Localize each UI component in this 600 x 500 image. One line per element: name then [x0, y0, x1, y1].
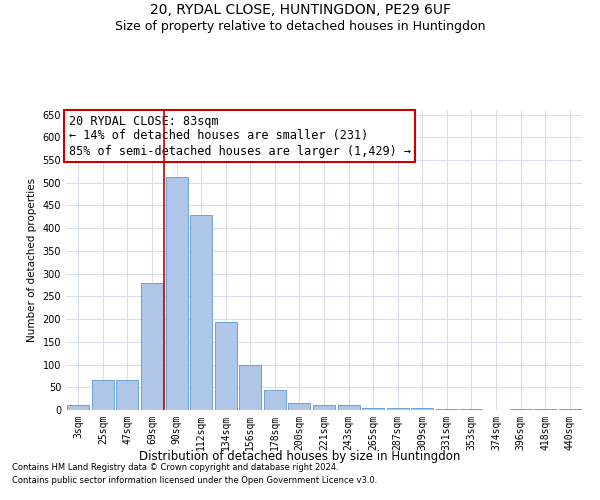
Bar: [239, 364, 262, 410]
Text: Distribution of detached houses by size in Huntingdon: Distribution of detached houses by size …: [139, 450, 461, 463]
Bar: [264, 390, 286, 410]
Bar: [215, 322, 237, 410]
Bar: [559, 408, 581, 410]
Bar: [362, 408, 384, 410]
Bar: [534, 408, 556, 410]
Bar: [141, 282, 163, 410]
Bar: [289, 403, 310, 410]
Text: 20, RYDAL CLOSE, HUNTINGDON, PE29 6UF: 20, RYDAL CLOSE, HUNTINGDON, PE29 6UF: [149, 2, 451, 16]
Bar: [190, 214, 212, 410]
Text: 20 RYDAL CLOSE: 83sqm
← 14% of detached houses are smaller (231)
85% of semi-det: 20 RYDAL CLOSE: 83sqm ← 14% of detached …: [68, 114, 410, 158]
Text: Contains HM Land Registry data © Crown copyright and database right 2024.: Contains HM Land Registry data © Crown c…: [12, 464, 338, 472]
Y-axis label: Number of detached properties: Number of detached properties: [27, 178, 37, 342]
Bar: [460, 408, 482, 410]
Bar: [313, 406, 335, 410]
Text: Size of property relative to detached houses in Huntingdon: Size of property relative to detached ho…: [115, 20, 485, 33]
Bar: [166, 177, 188, 410]
Bar: [411, 408, 433, 410]
Bar: [338, 406, 359, 410]
Bar: [67, 406, 89, 410]
Bar: [436, 408, 458, 410]
Text: Contains public sector information licensed under the Open Government Licence v3: Contains public sector information licen…: [12, 476, 377, 485]
Bar: [509, 408, 532, 410]
Bar: [116, 380, 139, 410]
Bar: [386, 408, 409, 410]
Bar: [92, 380, 114, 410]
